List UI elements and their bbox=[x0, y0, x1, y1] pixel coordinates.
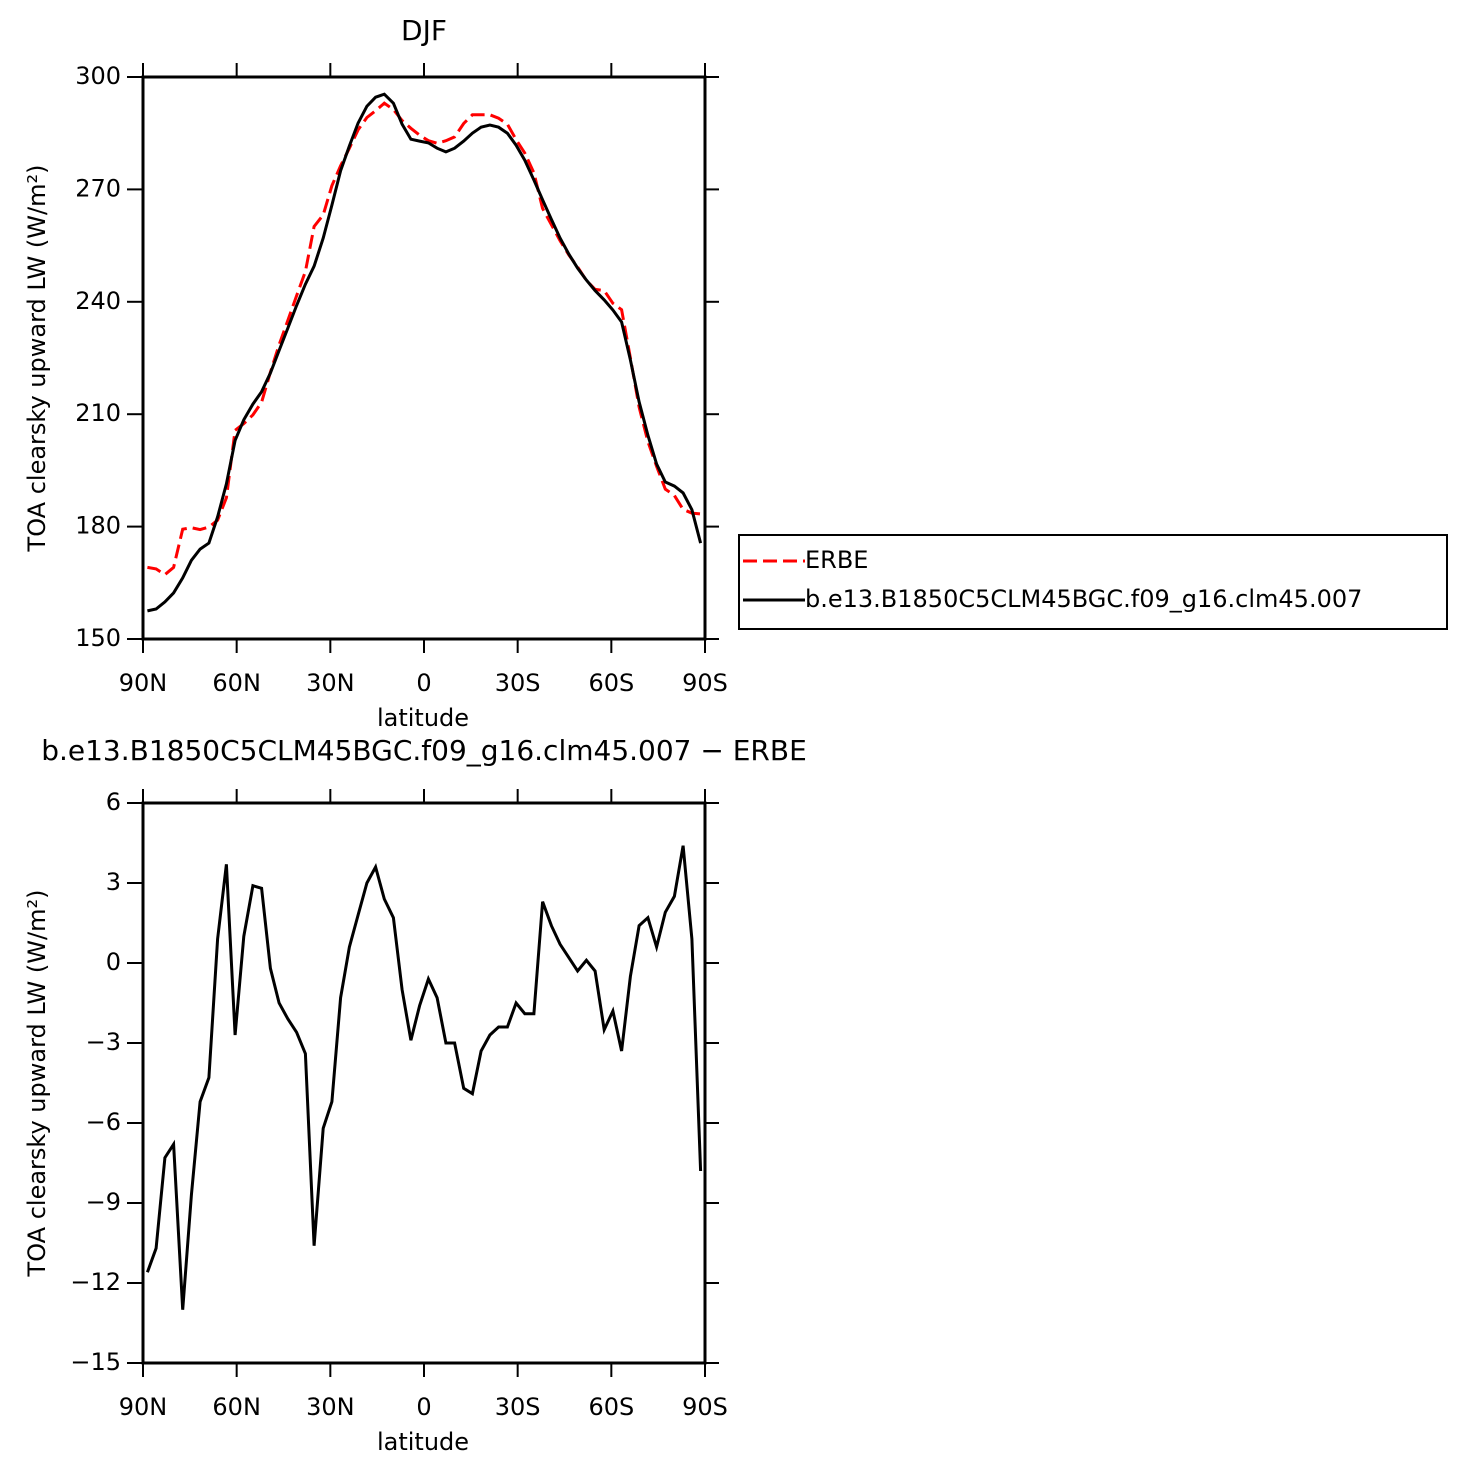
y-tick-label: 3 bbox=[106, 868, 121, 896]
x-tick-label: 30N bbox=[306, 669, 355, 697]
x-tick-label: 90S bbox=[682, 669, 728, 697]
x-tick-label: 30N bbox=[306, 1393, 355, 1421]
y-tick-label: 300 bbox=[75, 62, 121, 90]
legend-box bbox=[738, 534, 1448, 630]
y-axis-label: TOA clearsky upward LW (W/m²) bbox=[23, 890, 51, 1278]
y-tick-label: −15 bbox=[70, 1348, 121, 1376]
x-tick-label: 30S bbox=[495, 669, 541, 697]
y-tick-label: 150 bbox=[75, 624, 121, 652]
data-line bbox=[145, 845, 703, 1310]
legend-label: ERBE bbox=[805, 546, 868, 574]
chart-title: b.e13.B1850C5CLM45BGC.f09_g16.clm45.007 … bbox=[41, 734, 807, 767]
y-tick-label: 6 bbox=[106, 788, 121, 816]
x-tick-label: 60S bbox=[588, 1393, 634, 1421]
y-tick-label: −3 bbox=[86, 1028, 121, 1056]
chart-title: DJF bbox=[401, 14, 447, 47]
y-tick-label: 210 bbox=[75, 399, 121, 427]
legend-label: b.e13.B1850C5CLM45BGC.f09_g16.clm45.007 bbox=[805, 585, 1362, 613]
x-tick-label: 60S bbox=[588, 669, 634, 697]
y-tick-label: 270 bbox=[75, 174, 121, 202]
y-tick-label: 180 bbox=[75, 512, 121, 540]
x-axis-label: latitude bbox=[377, 704, 469, 732]
y-tick-label: −6 bbox=[86, 1108, 121, 1136]
x-tick-label: 90N bbox=[119, 669, 168, 697]
data-line bbox=[147, 92, 703, 613]
x-tick-label: 90N bbox=[119, 1393, 168, 1421]
x-tick-label: 60N bbox=[212, 1393, 261, 1421]
data-line bbox=[147, 101, 701, 577]
x-axis-label: latitude bbox=[377, 1428, 469, 1456]
y-tick-label: −9 bbox=[86, 1188, 121, 1216]
x-tick-label: 90S bbox=[682, 1393, 728, 1421]
x-tick-label: 0 bbox=[416, 669, 431, 697]
plot-frame bbox=[141, 75, 707, 641]
y-tick-label: 0 bbox=[106, 948, 121, 976]
x-tick-label: 0 bbox=[416, 1393, 431, 1421]
y-tick-label: −12 bbox=[70, 1268, 121, 1296]
y-tick-label: 240 bbox=[75, 287, 121, 315]
y-axis-label: TOA clearsky upward LW (W/m²) bbox=[23, 165, 51, 553]
x-tick-label: 30S bbox=[495, 1393, 541, 1421]
x-tick-label: 60N bbox=[212, 669, 261, 697]
